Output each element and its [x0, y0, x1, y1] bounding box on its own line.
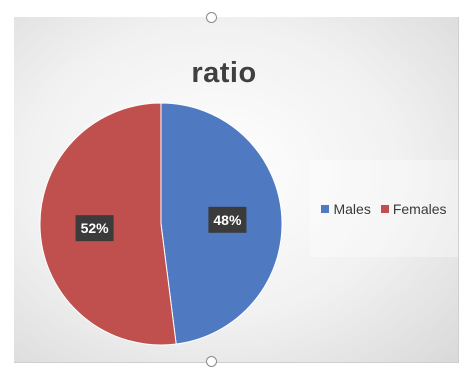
- chart-legend[interactable]: Males Females: [310, 160, 458, 257]
- resize-handle-bottom[interactable]: [206, 356, 217, 367]
- chart-title[interactable]: ratio: [191, 57, 257, 89]
- legend-label-females: Females: [392, 200, 447, 217]
- legend-label-males: Males: [333, 200, 371, 217]
- legend-item-males: Males: [321, 200, 371, 217]
- legend-item-females: Females: [380, 200, 447, 217]
- legend-swatch-females: [380, 204, 389, 213]
- legend-swatch-males: [321, 204, 330, 213]
- resize-handle-top[interactable]: [206, 12, 217, 23]
